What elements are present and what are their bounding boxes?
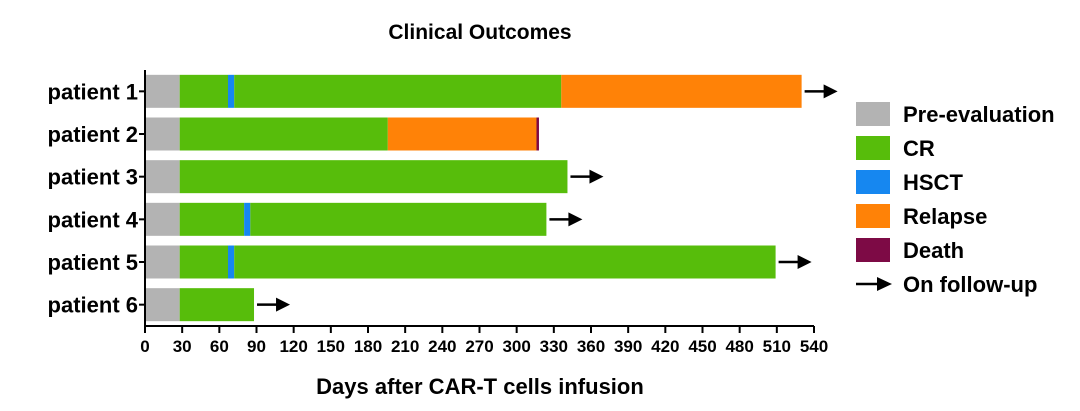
x-tick-label-480: 480 (725, 337, 753, 356)
x-tick-label-0: 0 (140, 337, 149, 356)
followup-arrow-p5 (778, 255, 812, 269)
x-tick-label-330: 330 (540, 337, 568, 356)
bar-segment-p3-cr-1 (179, 160, 568, 194)
y-tick-label-3: patient 3 (48, 165, 138, 190)
x-tick-label-270: 270 (465, 337, 493, 356)
x-tick-label-150: 150 (317, 337, 345, 356)
bar-segment-p3-pre-0 (145, 160, 180, 194)
x-tick-label-510: 510 (763, 337, 791, 356)
followup-arrow-head (589, 169, 604, 184)
followup-arrow-p4 (549, 212, 583, 227)
x-tick-label-90: 90 (247, 337, 266, 356)
followup-arrow-head (797, 255, 812, 269)
legend-swatch-hsct (856, 170, 890, 194)
bar-segment-p1-hsct-2 (228, 74, 235, 108)
x-tick-label-540: 540 (800, 337, 828, 356)
x-tick-label-300: 300 (502, 337, 530, 356)
bar-segment-p1-cr-1 (179, 74, 229, 108)
legend-swatch-death (856, 238, 890, 262)
x-tick-label-30: 30 (173, 337, 192, 356)
axes-group: patient 1 patient 2 patient 3 patient 4 pati… (48, 70, 828, 356)
bar-segment-p1-relapse-4 (561, 74, 802, 108)
bar-segment-p1-pre-0 (145, 74, 180, 108)
bar-segment-p2-death-3 (536, 117, 539, 151)
legend: Pre-evaluation CR HSCT Relapse Death On follo… (856, 102, 1055, 297)
x-tick-label-390: 390 (614, 337, 642, 356)
bar-segment-p4-hsct-2 (244, 202, 251, 236)
bar-segment-p6-pre-0 (145, 288, 180, 322)
x-tick-label-450: 450 (688, 337, 716, 356)
bars-group (145, 74, 838, 322)
x-tick-label-420: 420 (651, 337, 679, 356)
bar-segment-p5-cr-1 (179, 245, 229, 279)
legend-swatch-pre (856, 102, 890, 126)
x-tick-label-180: 180 (354, 337, 382, 356)
legend-label-followup: On follow-up (903, 272, 1037, 297)
bar-segment-p5-hsct-2 (228, 245, 235, 279)
followup-arrow-head (276, 297, 291, 312)
legend-arrow-icon (877, 277, 892, 291)
legend-label-relapse: Relapse (903, 204, 987, 229)
y-tick-label-4: patient 4 (48, 207, 139, 232)
bar-segment-p1-cr-3 (234, 74, 562, 108)
bar-segment-p6-cr-1 (179, 288, 255, 322)
legend-swatch-cr (856, 136, 890, 160)
followup-arrow-p1 (804, 84, 838, 99)
legend-label-cr: CR (903, 136, 935, 161)
chart-title: Clinical Outcomes (388, 21, 571, 44)
legend-swatch-relapse (856, 204, 890, 228)
x-tick-label-240: 240 (428, 337, 456, 356)
bar-segment-p4-cr-1 (179, 202, 245, 236)
x-tick-label-60: 60 (210, 337, 229, 356)
followup-arrow-p6 (257, 297, 291, 312)
y-tick-label-2: patient 2 (48, 122, 138, 147)
bar-segment-p4-pre-0 (145, 202, 180, 236)
bar-segment-p5-cr-3 (234, 245, 776, 279)
legend-label-death: Death (903, 238, 964, 263)
bar-segment-p4-cr-3 (250, 202, 547, 236)
legend-label-pre: Pre-evaluation (903, 102, 1055, 127)
y-tick-label-5: patient 5 (48, 250, 138, 275)
y-tick-label-1: patient 1 (48, 79, 138, 104)
bar-segment-p2-relapse-2 (387, 117, 537, 151)
bar-segment-p2-pre-0 (145, 117, 180, 151)
followup-arrow-head (823, 84, 838, 99)
legend-label-hsct: HSCT (903, 170, 963, 195)
x-tick-label-210: 210 (391, 337, 419, 356)
x-tick-label-360: 360 (577, 337, 605, 356)
x-tick-label-120: 120 (279, 337, 307, 356)
bar-segment-p2-cr-1 (179, 117, 388, 151)
x-axis-label: Days after CAR-T cells infusion (316, 374, 644, 399)
followup-arrow-p3 (570, 169, 604, 184)
y-tick-label-6: patient 6 (48, 293, 138, 318)
bar-segment-p5-pre-0 (145, 245, 180, 279)
followup-arrow-head (568, 212, 583, 227)
